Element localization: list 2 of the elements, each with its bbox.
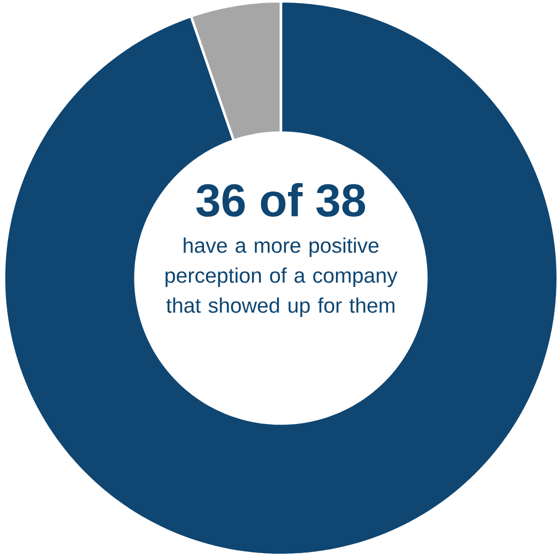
text: 36 of 38 bbox=[196, 182, 366, 217]
text: have a more positive perception of a company that showed up for them bbox=[166, 237, 398, 317]
